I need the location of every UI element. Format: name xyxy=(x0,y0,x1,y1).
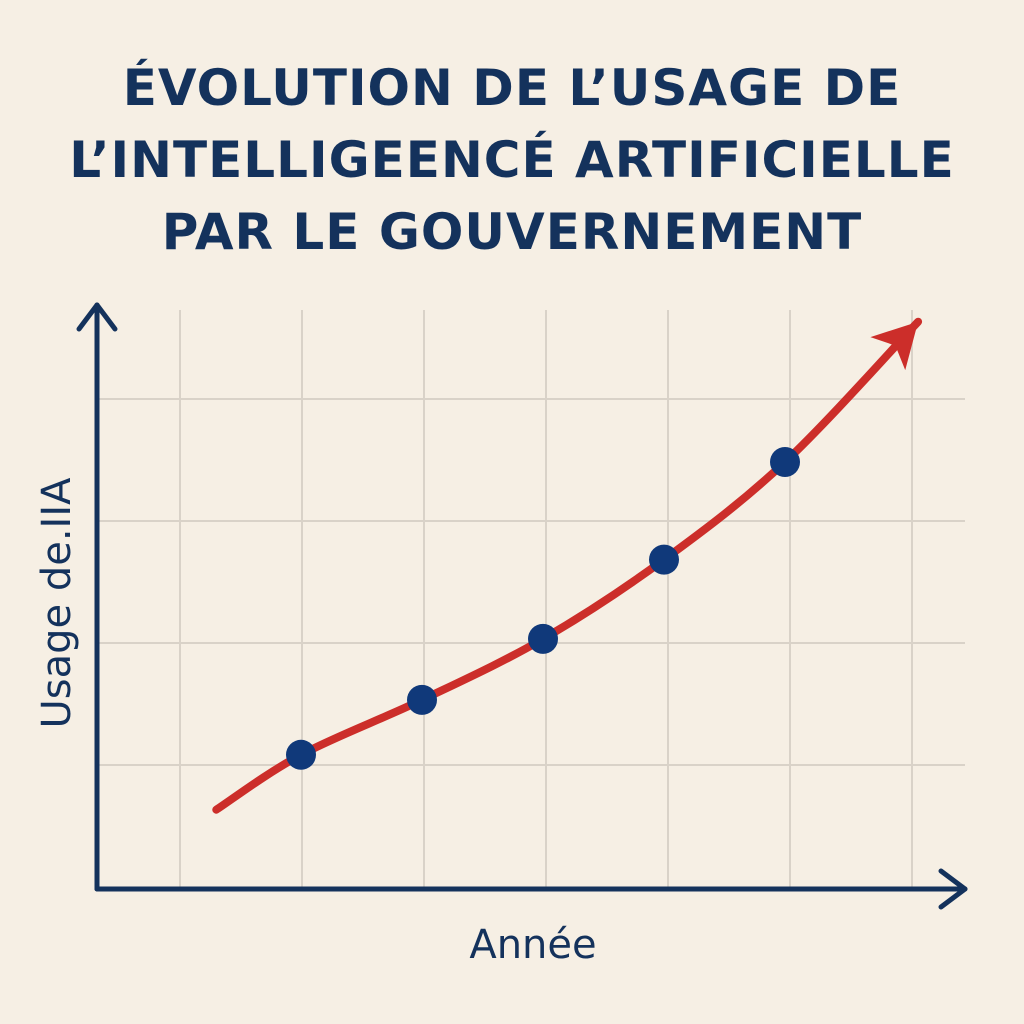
data-point xyxy=(770,447,800,477)
data-point xyxy=(649,544,679,575)
y-axis-label: Usage de.IIA xyxy=(34,477,80,729)
data-point xyxy=(528,623,558,654)
data-point xyxy=(407,684,437,715)
chart-title: ÉVOLUTION DE L’USAGE DE L’INTELLIGEENCÉ … xyxy=(0,52,1024,268)
series-line xyxy=(212,317,923,814)
data-point xyxy=(286,739,316,770)
title-line-3: PAR LE GOUVERNEMENT xyxy=(161,203,863,261)
title-line-2: L’INTELLIGEENCÉ ARTIFICIELLE xyxy=(69,131,955,189)
series xyxy=(212,317,923,814)
trend-arrow-head xyxy=(870,321,919,371)
title-line-1: ÉVOLUTION DE L’USAGE DE xyxy=(122,59,902,117)
x-axis-label: Année xyxy=(469,922,596,968)
y-axis-arrow xyxy=(76,302,118,332)
axes xyxy=(76,302,968,910)
x-axis-arrow xyxy=(938,868,968,910)
